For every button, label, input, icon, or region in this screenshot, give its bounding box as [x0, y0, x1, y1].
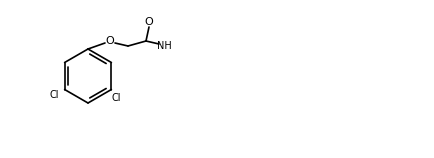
Text: NH: NH: [157, 41, 171, 51]
Text: Cl: Cl: [50, 91, 59, 100]
Text: Cl: Cl: [112, 92, 121, 103]
Text: O: O: [145, 17, 153, 27]
Text: O: O: [105, 36, 115, 46]
